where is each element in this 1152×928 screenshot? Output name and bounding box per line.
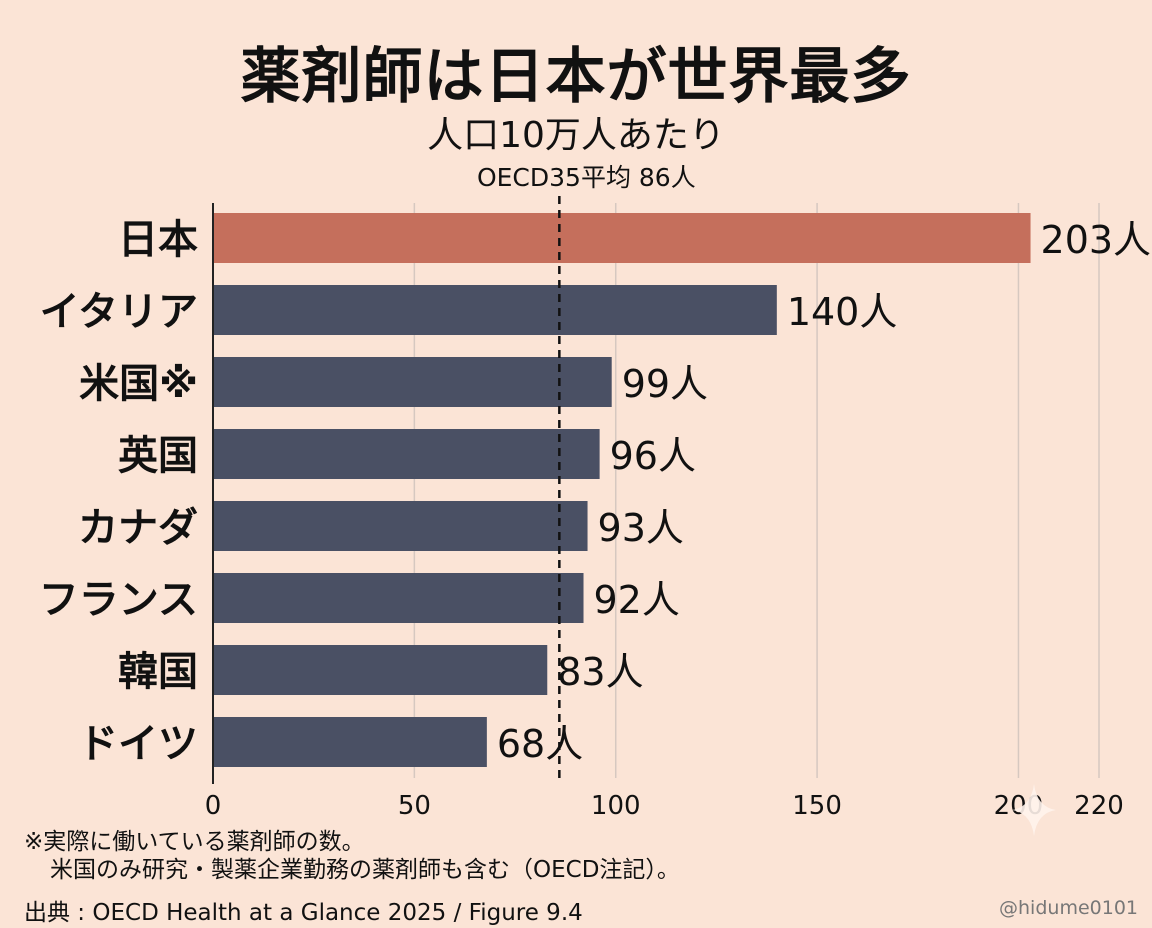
bar [213,213,1031,263]
category-label: 米国※ [79,361,198,407]
x-tick-label: 150 [792,791,842,821]
x-tick-label: 100 [591,791,641,821]
value-label: 93人 [598,506,684,550]
footnote-line-1: ※実際に働いている薬剤師の数。 [24,829,365,855]
bar [213,717,487,767]
reference-line-label: OECD35平均 86人 [477,163,696,192]
bar [213,501,588,551]
bars [213,213,1031,767]
bar [213,573,584,623]
bar [213,429,600,479]
bar [213,645,548,695]
category-label: イタリア [40,289,198,335]
bar [213,285,777,335]
source-citation: 出典 : OECD Health at a Glance 2025 / Figu… [24,900,583,926]
value-label: 140人 [787,290,898,334]
category-label: カナダ [78,505,198,551]
category-label: 韓国 [118,649,198,695]
category-label: フランス [39,577,198,623]
footnote-line-2: 米国のみ研究・製薬企業勤務の薬剤師も含む（OECD注記）。 [50,857,680,883]
value-label: 68人 [497,722,583,766]
value-label: 96人 [610,434,696,478]
category-label: ドイツ [78,721,198,767]
value-label: 99人 [622,362,708,406]
value-label: 92人 [594,578,680,622]
x-tick-label: 50 [398,791,431,821]
x-tick-label: 0 [205,791,222,821]
x-tick-label: 220 [1074,791,1124,821]
chart-subtitle: 人口10万人あたり [427,115,725,156]
reference-line-group: OECD35平均 86人 [477,163,696,778]
category-label: 日本 [118,217,198,263]
value-label: 203人 [1041,218,1152,262]
category-label: 英国 [118,433,198,479]
bar [213,357,612,407]
value-label: 83人 [557,650,643,694]
chart-title: 薬剤師は日本が世界最多 [240,42,912,112]
author-credit: @hidume0101 [999,897,1138,919]
sparkle-icon [1012,784,1056,836]
